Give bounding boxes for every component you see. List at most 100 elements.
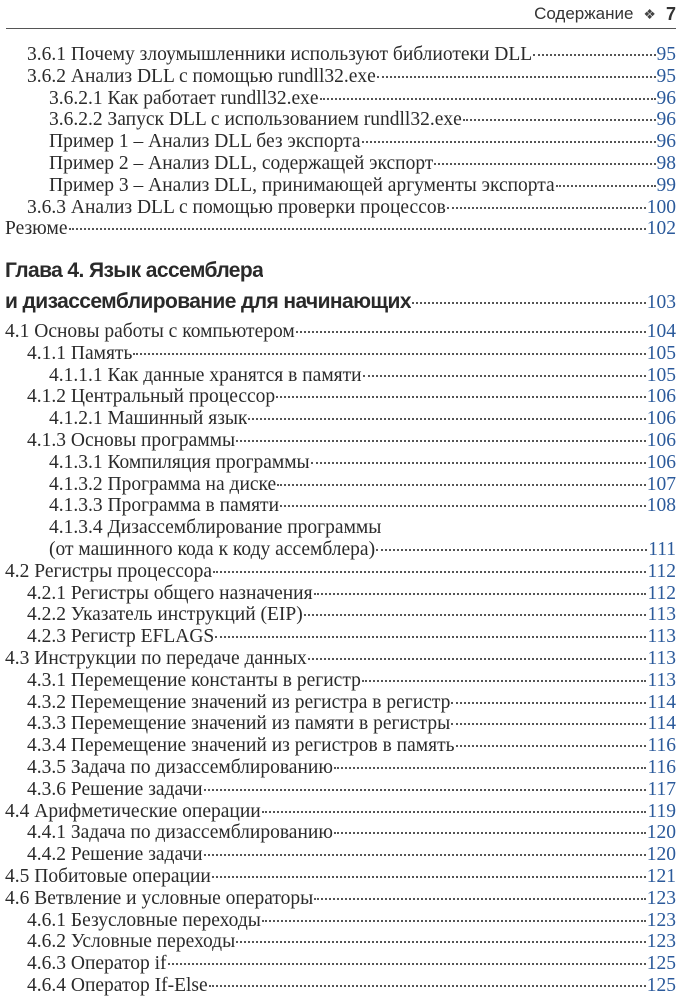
toc-page-number: 120 (646, 844, 676, 866)
toc-entry[interactable]: 4.3.5 Задача по дизассемблированию 116 (5, 757, 676, 779)
toc-entry[interactable]: 4.4 Арифметические операции 119 (5, 801, 676, 823)
toc-entry[interactable]: 4.6 Ветвление и условные операторы 123 (5, 888, 676, 910)
toc-page-number: 100 (646, 196, 676, 218)
toc-entry-title-continuation: (от машинного кода к коду ассемблера) (49, 538, 376, 560)
toc-entry-title: 4.6.2 Условные переходы (27, 931, 236, 953)
dot-leader (555, 184, 656, 187)
toc-entry[interactable]: 3.6.2.2 Запуск DLL с использованием rund… (5, 109, 676, 131)
dot-leader (310, 461, 646, 464)
dot-leader (313, 592, 647, 595)
dot-leader (376, 75, 656, 78)
toc-entry[interactable]: 4.5 Побитовые операции 121 (5, 866, 676, 888)
dot-leader (361, 679, 647, 682)
toc-entry-title: 4.1.3.1 Компиляция программы (49, 451, 310, 473)
toc-entry-title: 4.1.3.2 Программа на диске (49, 473, 277, 495)
dot-leader (376, 548, 648, 551)
toc-entry[interactable]: 4.4.1 Задача по дизассемблированию 120 (5, 822, 676, 844)
dot-leader (203, 854, 646, 857)
toc-page-number: 121 (646, 865, 676, 887)
dot-leader (261, 810, 647, 813)
toc-page-number: 125 (646, 953, 676, 975)
chapter-title-line2: и дизассемблирование для начинающих (5, 290, 411, 313)
toc-page-number: 113 (647, 604, 676, 626)
toc-entry[interactable]: 4.1.1.1 Как данные хранятся в памяти 105 (5, 365, 676, 387)
dot-leader (133, 352, 646, 355)
dot-leader (211, 875, 646, 878)
toc-entry-title: 4.3.3 Перемещение значений из памяти в р… (27, 713, 451, 735)
dot-leader (451, 701, 647, 704)
dot-leader (362, 374, 646, 377)
toc-entry[interactable]: 4.1 Основы работы с компьютером 104 (5, 321, 676, 343)
toc-entry[interactable]: 4.2 Регистры процессора 112 (5, 561, 676, 583)
toc-entry[interactable]: 4.3.4 Перемещение значений из регистров … (5, 735, 676, 757)
toc-page-number: 96 (656, 109, 677, 131)
toc-page-number: 114 (647, 691, 676, 713)
dot-leader (319, 97, 656, 100)
dot-leader (167, 963, 646, 966)
toc-entry[interactable]: 4.1.3 Основы программы 106 (5, 430, 676, 452)
dot-leader (455, 745, 647, 748)
toc-entry[interactable]: 4.3.6 Решение задачи 117 (5, 779, 676, 801)
toc-entry[interactable]: 4.2.3 Регистр EFLAGS 113 (5, 626, 676, 648)
chapter-title-line1[interactable]: Глава 4. Язык ассемблера (5, 259, 264, 282)
toc-entry[interactable]: 3.6.2 Анализ DLL с помощью rundll32.exe 9… (5, 66, 676, 88)
toc-entry-title: 4.1 Основы работы с компьютером (5, 321, 295, 342)
dot-leader (333, 832, 646, 835)
toc-entry[interactable]: 4.1.3.1 Компиляция программы 106 (5, 452, 676, 474)
toc-entry-title: 3.6.2 Анализ DLL с помощью rundll32.exe (27, 65, 376, 87)
toc-entry[interactable]: 4.2.2 Указатель инструкций (EIP) 113 (5, 604, 676, 626)
dot-leader (68, 228, 646, 231)
toc-entry[interactable]: 4.3.2 Перемещение значений из регистра в… (5, 692, 676, 714)
toc-entry[interactable]: 4.1.3.3 Программа в памяти 108 (5, 495, 676, 517)
toc-entry[interactable]: 4.1.2.1 Машинный язык 106 (5, 408, 676, 430)
toc-entry[interactable]: Резюме 102 (5, 218, 676, 240)
toc-entry[interactable]: 4.6.4 Оператор If-Else 125 (5, 975, 676, 997)
toc-entry[interactable]: 4.1.3.2 Программа на диске 107 (5, 474, 676, 496)
toc-entry[interactable]: 4.3.3 Перемещение значений из памяти в р… (5, 713, 676, 735)
toc-page-number: 103 (646, 292, 676, 313)
toc-entry[interactable]: Пример 1 – Анализ DLL без экспорта 96 (5, 131, 676, 153)
toc-entry[interactable]: Пример 3 – Анализ DLL, принимающей аргум… (5, 175, 676, 197)
toc-page-number: 123 (646, 909, 676, 931)
toc-entry[interactable]: 3.6.3 Анализ DLL с помощью проверки проц… (5, 197, 676, 219)
dot-leader (203, 788, 647, 791)
dot-leader (314, 897, 646, 900)
toc-page-number: 116 (647, 735, 676, 757)
toc-entry-continuation[interactable]: (от машинного кода к коду ассемблера) 111 (5, 539, 676, 561)
toc-entry[interactable]: 4.4.2 Решение задачи 120 (5, 844, 676, 866)
dot-leader (248, 418, 646, 421)
toc-entry-title: 4.1.2 Центральный процессор (27, 386, 276, 408)
toc-page-number: 95 (656, 65, 677, 87)
dot-leader (236, 941, 646, 944)
dot-leader (208, 984, 646, 987)
toc-entry[interactable]: 4.6.2 Условные переходы 123 (5, 931, 676, 953)
toc-entry-title: 4.1.3.4 Дизассемблирование программы (49, 517, 382, 539)
toc-entry-title: 4.4.1 Задача по дизассемблированию (27, 822, 333, 844)
toc-entry[interactable]: 4.1.3.4 Дизассемблирование программы (5, 517, 676, 539)
toc-entry-title: 4.2.3 Регистр EFLAGS (27, 626, 215, 648)
toc-entry[interactable]: 4.1.1 Память 105 (5, 343, 676, 365)
toc-entry[interactable]: 4.3.1 Перемещение константы в регистр 113 (5, 670, 676, 692)
toc-entry-title: 4.3.4 Перемещение значений из регистров … (27, 735, 455, 757)
toc-page-number: 102 (646, 218, 676, 240)
toc-entry[interactable]: 3.6.2.1 Как работает rundll32.exe 96 (5, 88, 676, 110)
toc-entry[interactable]: 4.3 Инструкции по передаче данных 113 (5, 648, 676, 670)
toc-page-number: 116 (647, 756, 676, 778)
toc-entry[interactable]: 3.6.1 Почему злоумышленники используют б… (5, 44, 676, 66)
dot-leader (411, 302, 646, 304)
toc-entry-title: 4.3.2 Перемещение значений из регистра в… (27, 691, 451, 713)
toc-page-number: 123 (646, 931, 676, 953)
dot-leader (276, 396, 646, 399)
toc-entry[interactable]: Пример 2 – Анализ DLL, содержащей экспор… (5, 153, 676, 175)
toc-entry[interactable]: 4.2.1 Регистры общего назначения 112 (5, 583, 676, 605)
toc-page-number: 98 (656, 152, 677, 174)
toc-page-number: 113 (647, 647, 676, 669)
toc-page-number: 96 (656, 131, 677, 153)
toc-entry[interactable]: 4.6.1 Безусловные переходы 123 (5, 910, 676, 932)
toc-entry-title: 4.6.1 Безусловные переходы (27, 909, 261, 931)
toc-entry[interactable]: 4.6.3 Оператор if 125 (5, 953, 676, 975)
toc-page-number: 123 (646, 887, 676, 909)
toc-entry[interactable]: 4.1.2 Центральный процессор 106 (5, 386, 676, 408)
chapter-title-entry[interactable]: и дизассемблирование для начинающих 103 (5, 286, 676, 317)
toc-page-number: 125 (646, 974, 676, 996)
